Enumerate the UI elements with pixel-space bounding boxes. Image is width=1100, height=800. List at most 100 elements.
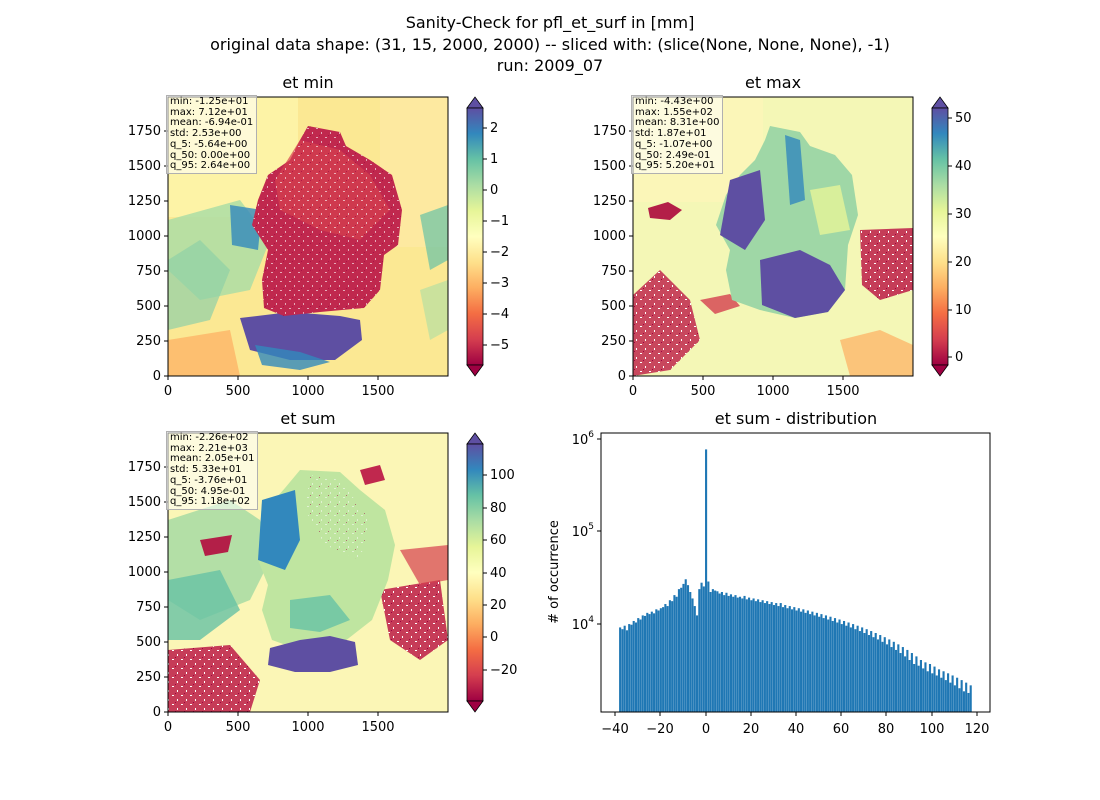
x-axis-ticks: 0 500 1000 1500 <box>629 376 860 399</box>
colorbar-ticks: 100 80 60 40 20 0 −20 <box>483 468 517 678</box>
histogram-bar <box>695 615 699 712</box>
suptitle-line-3: run: 2009_07 <box>496 56 604 75</box>
y-tick-label: 1500 <box>128 495 161 510</box>
histogram-bar <box>881 641 884 712</box>
y-tick-label: 1250 <box>128 194 161 209</box>
y-tick-label: 1000 <box>593 229 626 244</box>
histogram-bar <box>933 666 936 712</box>
colorbar-tick-label: −3 <box>490 276 509 291</box>
histogram-bar <box>748 597 751 712</box>
stat-line: mean: 2.05e+01 <box>170 453 255 465</box>
histogram-bar <box>940 677 943 712</box>
x-axis-ticks: 0 500 1000 1500 <box>164 376 395 399</box>
y-tick-label: 750 <box>136 600 161 615</box>
histogram-bar <box>872 637 875 712</box>
stat-line: max: 2.21e+03 <box>170 442 248 454</box>
histogram-bar <box>700 582 703 712</box>
stat-line: q_50: 2.49e-01 <box>635 149 711 161</box>
stat-line: mean: -6.94e-01 <box>170 117 254 129</box>
histogram-bar <box>856 625 859 712</box>
y-axis-ticks: 0 250 500 750 1000 1250 1500 1750 <box>128 460 168 720</box>
histogram-bar <box>650 611 653 712</box>
histogram-bar <box>800 611 803 712</box>
histogram-bar <box>883 637 886 712</box>
x-tick-label: 80 <box>878 722 895 737</box>
histogram-bar <box>659 608 662 712</box>
stats-box-et-max: min: -4.43e+00 max: 1.55e+02 mean: 8.31e… <box>631 95 724 174</box>
histogram-bar <box>741 598 744 712</box>
histogram-bar <box>634 622 638 712</box>
histogram-bar <box>738 596 742 712</box>
y-axis-ticks: 104 105 106 <box>572 430 601 633</box>
histogram-bar <box>723 595 726 712</box>
colorbar-tick-label: −4 <box>490 307 509 322</box>
histogram-bar <box>831 620 834 712</box>
histogram-bar <box>849 627 852 712</box>
panel-title: et min <box>282 73 333 92</box>
histogram-bar <box>924 662 927 712</box>
histogram-bar <box>736 597 739 712</box>
histogram-bar <box>813 615 816 712</box>
histogram-bar <box>962 691 965 712</box>
histogram-bar <box>827 619 830 712</box>
stat-line: max: 7.12e+01 <box>170 106 248 118</box>
histogram-bar <box>870 631 873 712</box>
panel-title: et max <box>745 73 801 92</box>
histogram-bar <box>838 619 841 712</box>
histogram-bar <box>829 616 832 712</box>
suptitle-line-2: original data shape: (31, 15, 2000, 2000… <box>210 35 890 54</box>
histogram-bar <box>682 583 685 712</box>
colorbar-tick-label: 0 <box>490 630 498 645</box>
colorbar-et-sum <box>466 432 484 713</box>
histogram-bar <box>958 688 961 712</box>
histogram-bar <box>768 604 771 712</box>
y-tick-label: 1250 <box>128 530 161 545</box>
colorbar-tick-label: −2 <box>490 245 509 260</box>
x-tick-label: 100 <box>920 722 945 737</box>
histogram-bar <box>686 585 690 712</box>
histogram-bar <box>885 644 889 712</box>
histogram-bar <box>784 605 787 712</box>
histogram-bar <box>809 614 812 712</box>
histogram-bar <box>899 653 902 712</box>
histogram-bar <box>750 600 753 712</box>
histogram-bar <box>671 601 674 712</box>
colorbar-tick-label: 10 <box>955 303 972 318</box>
histogram-bar <box>759 602 762 712</box>
x-axis-ticks: 0 500 1000 1500 <box>164 712 395 735</box>
stat-line: q_5: -5.64e+00 <box>170 138 248 150</box>
y-axis-ticks: 0 250 500 750 1000 1250 1500 1750 <box>593 124 633 384</box>
panel-et-sum: et sum 0 500 1000 1500 0 250 <box>128 409 518 735</box>
histogram-bar <box>806 610 809 712</box>
histogram-bar <box>725 592 728 712</box>
histogram-bar <box>637 618 640 712</box>
colorbar-tick-label: 0 <box>490 183 498 198</box>
y-tick-label-1e5: 105 <box>572 522 594 540</box>
histogram-bar <box>908 660 911 712</box>
y-tick-label: 1250 <box>593 194 626 209</box>
histogram-bar <box>937 669 941 712</box>
panel-title: et sum <box>280 409 335 428</box>
y-tick-label: 1750 <box>128 124 161 139</box>
histogram-bar <box>648 614 651 712</box>
histogram-bar <box>804 612 807 712</box>
histogram-bar <box>917 665 920 712</box>
histogram-bar <box>714 590 717 712</box>
y-tick-label: 250 <box>601 334 626 349</box>
x-tick-label: 1500 <box>826 384 859 399</box>
histogram-bar <box>969 685 972 712</box>
stat-line: min: -2.26e+02 <box>170 432 249 443</box>
histogram-bar <box>818 616 821 712</box>
histogram-bar <box>641 615 644 712</box>
histogram-bar <box>942 671 945 712</box>
histogram-bar <box>675 596 678 712</box>
histogram-bar <box>770 602 773 712</box>
y-tick-label: 500 <box>136 635 161 650</box>
histogram-bar <box>919 660 922 712</box>
stat-line: max: 1.55e+02 <box>635 106 713 118</box>
x-tick-label: 0 <box>164 384 172 399</box>
histogram-bar <box>928 664 932 712</box>
histogram-bar <box>897 644 900 712</box>
histogram-bar <box>623 625 626 712</box>
